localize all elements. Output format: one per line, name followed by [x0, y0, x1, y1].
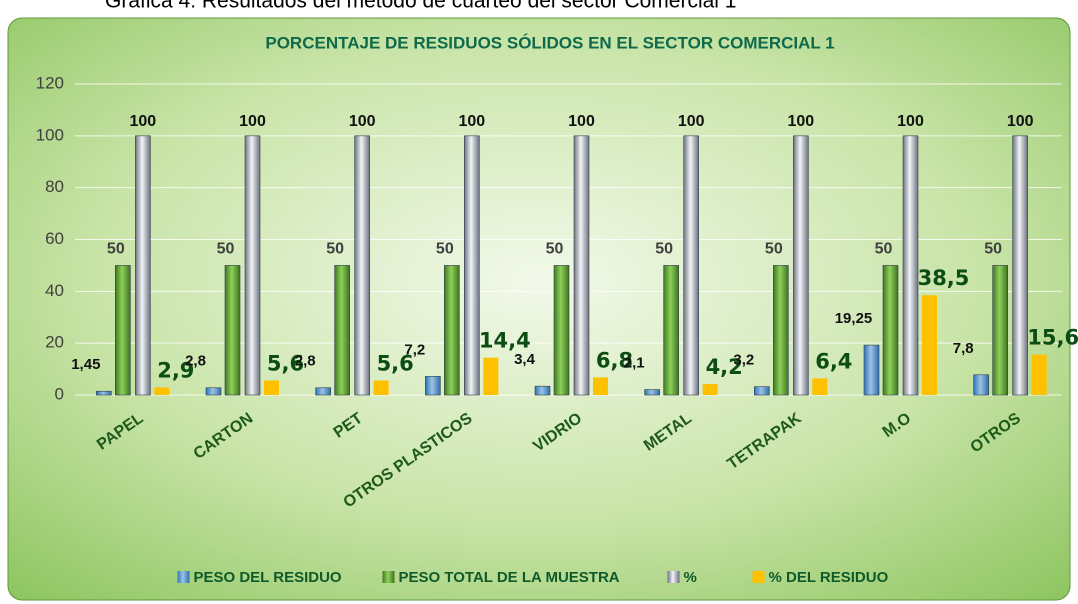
data-label: 50 [655, 241, 673, 258]
bar [902, 135, 919, 396]
bar [702, 384, 718, 395]
data-label: 100 [787, 113, 814, 130]
bar [1031, 354, 1047, 395]
y-tick-label: 20 [45, 333, 64, 352]
data-label: 2,1 [624, 355, 645, 372]
bar [373, 380, 389, 395]
bar [683, 135, 699, 396]
data-label: 100 [1007, 113, 1034, 130]
data-label: 2,8 [185, 353, 206, 370]
bar [425, 376, 441, 396]
legend-label: % [684, 569, 697, 586]
bar [793, 135, 809, 396]
data-label: 100 [239, 113, 266, 130]
chart-title: PORCENTAJE DE RESIDUOS SÓLIDOS EN EL SEC… [265, 33, 834, 52]
data-label: 100 [678, 113, 705, 130]
legend-label: PESO TOTAL DE LA MUESTRA [399, 569, 620, 586]
bar [534, 385, 551, 396]
bar [464, 135, 480, 396]
data-label: 100 [458, 113, 485, 130]
bar [154, 387, 170, 395]
data-label: 50 [107, 241, 125, 258]
data-label: 14,4 [479, 329, 531, 353]
y-tick-label: 80 [45, 177, 64, 196]
bar [1012, 135, 1028, 396]
data-label: 15,6 [1027, 326, 1078, 350]
bar [593, 377, 608, 395]
data-label: 50 [765, 241, 783, 258]
data-label: 2,8 [295, 353, 316, 370]
data-label: 50 [875, 241, 893, 258]
data-label: 100 [568, 113, 595, 130]
data-label: 3,2 [733, 352, 754, 369]
data-label: 50 [436, 241, 454, 258]
bar [553, 265, 570, 396]
bar [315, 387, 331, 396]
bar [444, 265, 460, 396]
data-label: 38,5 [918, 266, 970, 290]
data-label: 1,45 [71, 356, 100, 373]
bar [573, 135, 590, 396]
bar [812, 378, 828, 395]
y-tick-label: 100 [36, 125, 64, 144]
bar [992, 265, 1008, 396]
bar [135, 135, 151, 396]
legend-swatch [177, 571, 190, 583]
bar [205, 387, 222, 396]
bar [773, 265, 789, 396]
legend-label: % DEL RESIDUO [769, 569, 889, 586]
bar [264, 380, 279, 395]
bar [483, 357, 499, 395]
y-tick-label: 40 [45, 281, 64, 300]
bar [644, 389, 660, 396]
bar [973, 374, 989, 396]
data-label: 19,25 [835, 310, 873, 327]
data-label: 6,4 [815, 349, 852, 373]
legend-swatch [667, 571, 680, 583]
legend-swatch [752, 571, 765, 583]
legend-swatch [382, 571, 395, 583]
bar [354, 135, 370, 396]
legend-label: PESO DEL RESIDUO [194, 569, 342, 586]
data-label: 7,2 [404, 341, 425, 358]
data-label: 100 [349, 113, 376, 130]
data-label: 50 [984, 241, 1002, 258]
bar [244, 135, 261, 396]
data-label: 4,2 [706, 355, 743, 379]
bar [224, 265, 241, 396]
data-label: 5,6 [377, 351, 414, 375]
bar [754, 386, 770, 396]
bar [115, 265, 131, 396]
y-tick-label: 60 [45, 229, 64, 248]
bar [96, 390, 112, 396]
data-label: 50 [217, 241, 235, 258]
data-label: 100 [897, 113, 924, 130]
bar [882, 265, 899, 396]
data-label: 100 [129, 113, 156, 130]
bar [863, 344, 880, 396]
data-label: 50 [546, 241, 564, 258]
data-label: 2,9 [157, 358, 194, 382]
bar [334, 265, 350, 396]
data-label: 5,6 [267, 351, 304, 375]
y-tick-label: 0 [55, 384, 64, 403]
caption: Gráfica 4: Resultados del método de cuar… [105, 0, 737, 13]
data-label: 7,8 [953, 340, 974, 357]
data-label: 3,4 [514, 351, 536, 368]
y-tick-label: 120 [36, 73, 64, 92]
bar [922, 295, 937, 395]
bar [663, 265, 679, 396]
data-label: 6,8 [596, 348, 633, 372]
data-label: 50 [326, 241, 344, 258]
